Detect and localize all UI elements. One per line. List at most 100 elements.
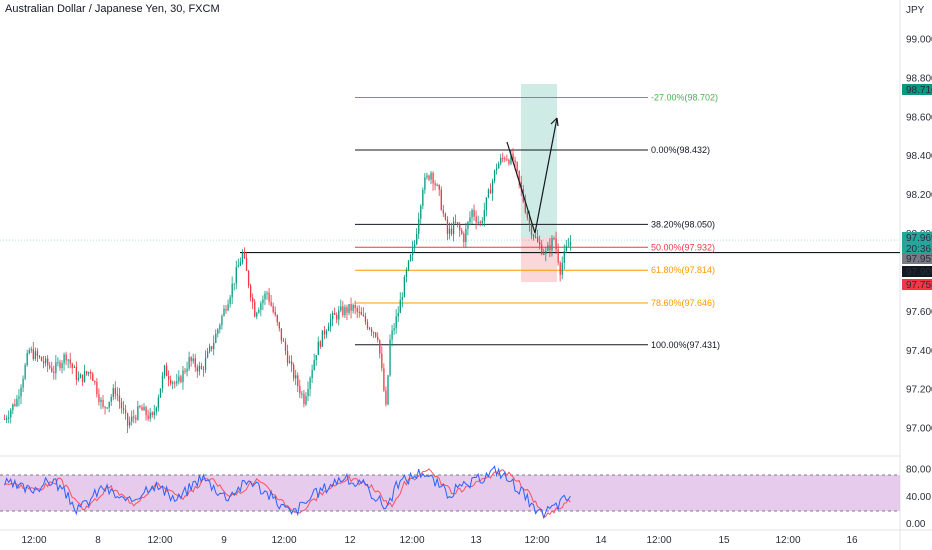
- candle-body: [26, 353, 28, 366]
- candle-body: [176, 381, 178, 384]
- time-tick-label: 12:00: [147, 535, 172, 546]
- candle-body: [36, 351, 39, 357]
- time-tick-label: 13: [470, 535, 482, 546]
- candle-body: [14, 404, 16, 406]
- time-tick-label: 12:00: [646, 535, 671, 546]
- candle-body: [6, 418, 8, 420]
- candle-body: [477, 222, 479, 224]
- fib-level-label: 50.00%(97.932): [651, 242, 715, 252]
- price-tag: [902, 253, 932, 264]
- candle-body: [332, 313, 334, 320]
- candle-body: [274, 311, 276, 316]
- candle-body: [467, 222, 469, 229]
- candle-body: [196, 367, 198, 372]
- candle-body: [362, 314, 365, 316]
- candle-body: [268, 292, 270, 302]
- candle-body: [223, 308, 225, 316]
- candle-body: [49, 365, 51, 368]
- candle-body: [221, 315, 223, 326]
- candle-body: [407, 260, 410, 270]
- candle-body: [559, 262, 561, 275]
- candle-body: [565, 246, 567, 252]
- candle-body: [141, 407, 143, 411]
- candle-body: [444, 213, 447, 220]
- candle-body: [206, 351, 209, 358]
- candle-body: [452, 221, 455, 234]
- candle-body: [184, 370, 186, 372]
- time-tick-label: 15: [718, 535, 730, 546]
- fib-level-label: 100.00%(97.431): [651, 340, 720, 350]
- candle-body: [516, 162, 518, 171]
- candle-body: [498, 163, 500, 169]
- candle-body: [188, 357, 190, 369]
- candle-body: [471, 209, 473, 218]
- price-tag-label: 20:36: [906, 244, 931, 255]
- candle-body: [373, 332, 375, 334]
- candle-body: [24, 365, 26, 379]
- candle-body: [235, 267, 237, 284]
- loss-zone[interactable]: [521, 238, 557, 282]
- candle-body: [561, 262, 563, 275]
- candle-body: [198, 365, 201, 372]
- candle-body: [174, 382, 176, 384]
- candle-body: [422, 189, 424, 206]
- price-tick-label: 97.000: [906, 424, 932, 435]
- candle-body: [463, 233, 465, 243]
- candle-body: [12, 404, 14, 411]
- candle-body: [391, 330, 393, 340]
- candle-body: [254, 301, 256, 317]
- candle-body: [485, 197, 488, 211]
- candle-body: [270, 301, 272, 306]
- candle-body: [122, 408, 125, 410]
- candle-body: [106, 407, 108, 409]
- candle-body: [311, 370, 313, 379]
- candle-body: [537, 237, 539, 243]
- candle-body: [440, 189, 442, 210]
- candle-body: [500, 157, 502, 164]
- candle-body: [514, 160, 516, 163]
- candle-body: [291, 361, 293, 365]
- candle-body: [145, 407, 147, 416]
- candle-body: [211, 346, 213, 349]
- candle-body: [163, 365, 166, 376]
- time-tick-label: 12:00: [775, 535, 800, 546]
- currency-unit: JPY: [906, 5, 925, 16]
- price-tag-label: 97.905: [906, 267, 932, 278]
- forecast-path[interactable]: [506, 117, 558, 234]
- candle-body: [457, 222, 459, 225]
- candle-body: [553, 238, 555, 240]
- candle-body: [487, 189, 490, 198]
- candle-body: [135, 417, 137, 420]
- candle-body: [147, 415, 149, 419]
- candle-body: [247, 270, 250, 286]
- candle-body: [227, 304, 229, 311]
- candle-body: [399, 299, 401, 314]
- candle-body: [524, 201, 526, 213]
- candle-body: [215, 333, 217, 343]
- candle-body: [481, 220, 483, 223]
- candle-body: [459, 224, 461, 231]
- price-tag-label: 98.716: [906, 85, 932, 96]
- fib-level-label: 78.60%(97.646): [651, 298, 715, 308]
- candle-body: [307, 389, 309, 397]
- candle-body: [86, 371, 88, 374]
- time-tick-label: 16: [846, 535, 858, 546]
- candle-body: [262, 299, 264, 304]
- candle-body: [342, 306, 344, 316]
- candle-body: [194, 358, 196, 368]
- candle-body: [436, 184, 438, 186]
- price-tag-label: 97.755: [906, 280, 932, 291]
- candle-body: [297, 375, 299, 386]
- candle-body: [168, 376, 170, 380]
- candle-body: [430, 172, 432, 180]
- candle-body: [18, 396, 20, 399]
- candle-body: [186, 368, 188, 372]
- candle-body: [389, 339, 391, 376]
- forecast-arrowhead: [550, 117, 559, 127]
- candle-body: [51, 367, 53, 372]
- candle-body: [45, 358, 47, 364]
- candle-body: [489, 189, 492, 194]
- candle-body: [483, 210, 485, 221]
- fib-level-label: 0.00%(98.432): [651, 145, 710, 155]
